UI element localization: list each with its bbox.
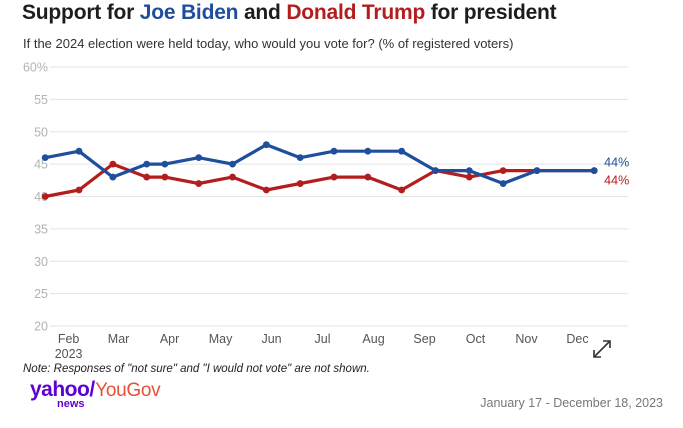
data-point-biden: [500, 180, 507, 187]
data-point-biden: [195, 154, 202, 161]
data-point-biden: [466, 167, 473, 174]
data-point-biden: [229, 161, 236, 168]
y-tick-label: 20: [34, 320, 48, 334]
data-point-biden: [143, 161, 150, 168]
data-point-biden: [398, 148, 405, 155]
data-point-trump: [109, 161, 116, 168]
end-labels: 44%44%: [604, 156, 629, 188]
expand-arrows-icon[interactable]: [591, 338, 613, 360]
x-tick-label: Feb: [58, 332, 80, 346]
x-tick-label: Sep: [413, 332, 435, 346]
data-point-biden: [297, 154, 304, 161]
data-point-biden: [263, 141, 270, 148]
x-tick-label: Oct: [466, 332, 486, 346]
news-logo-text: news: [57, 398, 85, 410]
x-tick-label: Apr: [160, 332, 179, 346]
y-tick-label: 50: [34, 125, 48, 139]
end-label-biden: 44%: [604, 156, 629, 170]
data-point-trump: [263, 187, 270, 194]
x-tick-year: 2023: [55, 347, 83, 360]
data-point-biden: [42, 154, 49, 161]
yougov-logo-text: YouGov: [95, 380, 160, 401]
x-tick-label: May: [209, 332, 233, 346]
x-tick-label: Jun: [261, 332, 281, 346]
footnote: Note: Responses of "not sure" and "I wou…: [23, 363, 370, 375]
y-tick-label: 60%: [23, 61, 48, 75]
data-point-biden: [364, 148, 371, 155]
data-point-biden: [76, 148, 83, 155]
data-point-trump: [500, 167, 507, 174]
data-point-trump: [195, 180, 202, 187]
x-tick-label: Jul: [315, 332, 331, 346]
data-point-biden: [534, 167, 541, 174]
data-point-trump: [229, 174, 236, 181]
data-point-trump: [143, 174, 150, 181]
end-label-trump: 44%: [604, 174, 629, 188]
data-point-biden: [331, 148, 338, 155]
data-point-trump: [466, 174, 473, 181]
series-layer: [42, 141, 598, 200]
y-tick-label: 55: [34, 93, 48, 107]
data-point-trump: [331, 174, 338, 181]
data-point-biden: [591, 167, 598, 174]
data-point-trump: [297, 180, 304, 187]
data-point-biden: [432, 167, 439, 174]
x-tick-label: Dec: [566, 332, 588, 346]
yahoo-yougov-logo: yahoo/YouGov news: [30, 378, 160, 402]
data-point-trump: [398, 187, 405, 194]
y-tick-label: 25: [34, 287, 48, 301]
x-tick-label: Nov: [515, 332, 538, 346]
data-point-trump: [42, 193, 49, 200]
data-point-trump: [161, 174, 168, 181]
data-point-trump: [364, 174, 371, 181]
data-point-trump: [76, 187, 83, 194]
data-point-biden: [109, 174, 116, 181]
grid-layer: [50, 67, 628, 326]
y-tick-label: 30: [34, 255, 48, 269]
x-tick-label: Mar: [108, 332, 130, 346]
y-tick-label: 35: [34, 222, 48, 236]
data-point-biden: [161, 161, 168, 168]
x-tick-label: Aug: [362, 332, 384, 346]
date-range: January 17 - December 18, 2023: [480, 396, 663, 410]
